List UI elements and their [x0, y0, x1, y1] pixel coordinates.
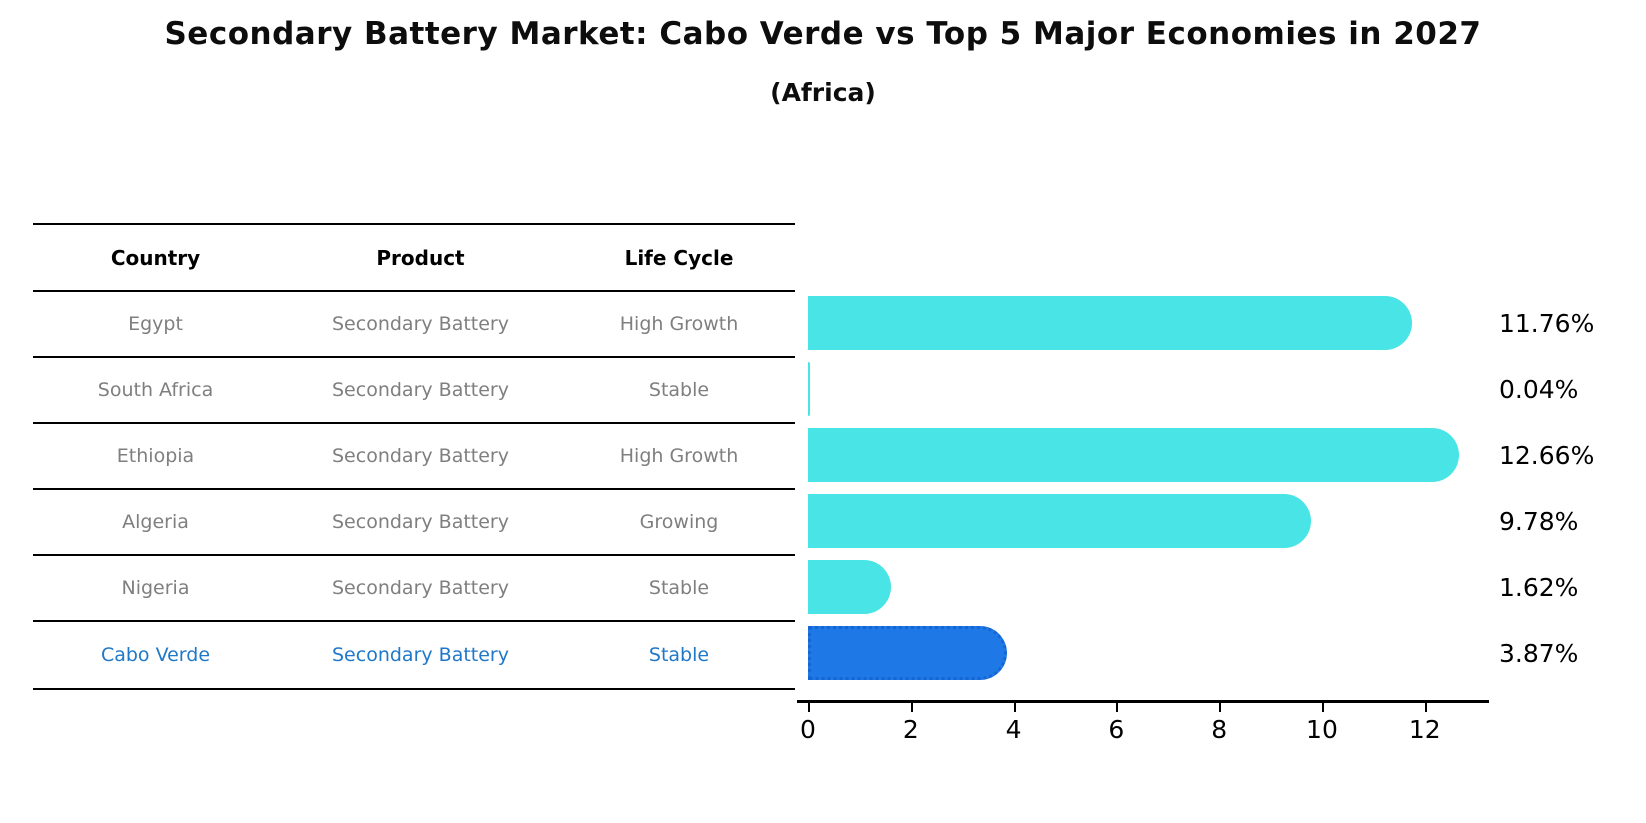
bar-track — [808, 560, 1489, 614]
x-axis-tick-label: 6 — [1108, 715, 1125, 744]
cell-country: Egypt — [128, 313, 183, 335]
cell-product: Secondary Battery — [332, 313, 509, 335]
bar-row-cabo-verde: 3.87% — [808, 620, 1594, 686]
cell-country: Cabo Verde — [100, 644, 211, 666]
x-axis: 0 2 4 6 8 10 12 — [797, 700, 1489, 748]
table-row-cabo-verde: Cabo Verde Secondary Battery Stable — [33, 620, 795, 690]
chart-title: Secondary Battery Market: Cabo Verde vs … — [164, 16, 1482, 52]
x-axis-tick-mark — [1013, 703, 1016, 712]
bar-row-ethiopia: 12.66% — [808, 422, 1594, 488]
cell-life-cycle: Stable — [648, 379, 710, 401]
bar-value-label: 11.76% — [1499, 308, 1595, 338]
bar-south-africa — [808, 362, 811, 416]
x-axis-tick-label: 4 — [1005, 715, 1022, 744]
bar-value-label: 12.66% — [1499, 440, 1595, 470]
x-axis-tick-mark — [808, 703, 810, 712]
x-axis-tick-mark — [1116, 703, 1119, 712]
cell-life-cycle: High Growth — [619, 445, 739, 467]
column-header-life-cycle: Life Cycle — [624, 245, 734, 270]
cell-country: Ethiopia — [116, 445, 195, 467]
table-header-row: Country Product Life Cycle — [33, 223, 795, 290]
cell-product: Secondary Battery — [332, 511, 509, 533]
x-axis-ticks: 0 2 4 6 8 10 12 — [800, 703, 1489, 748]
bar-value-label: 3.87% — [1499, 638, 1579, 668]
bar-value-label: 9.78% — [1499, 506, 1579, 536]
bar-track — [808, 626, 1489, 680]
x-axis-tick-label: 12 — [1408, 715, 1441, 744]
bar-track — [808, 494, 1489, 548]
table-row-ethiopia: Ethiopia Secondary Battery High Growth — [33, 422, 795, 488]
x-axis-tick-mark — [910, 703, 913, 712]
cell-life-cycle: Stable — [648, 577, 710, 599]
bar-track — [808, 296, 1489, 350]
cell-country: Algeria — [122, 511, 189, 533]
table-row-nigeria: Nigeria Secondary Battery Stable — [33, 554, 795, 620]
bar-value-label: 0.04% — [1499, 374, 1579, 404]
bar-value-label: 1.62% — [1499, 572, 1579, 602]
bar-row-nigeria: 1.62% — [808, 554, 1594, 620]
bar-algeria — [808, 494, 1311, 548]
x-axis-tick-label: 10 — [1306, 715, 1338, 744]
cell-life-cycle: High Growth — [619, 313, 739, 335]
bar-track — [808, 428, 1489, 482]
x-axis-tick-label: 2 — [902, 715, 919, 744]
bar-egypt — [808, 296, 1413, 350]
chart-subtitle: (Africa) — [770, 78, 876, 107]
cell-product: Secondary Battery — [332, 644, 509, 666]
cell-product: Secondary Battery — [332, 445, 509, 467]
column-header-product: Product — [376, 245, 465, 270]
bar-track — [808, 362, 1489, 416]
cell-life-cycle: Stable — [648, 644, 710, 666]
x-axis-tick-mark — [1321, 703, 1324, 712]
x-axis-tick-label: 8 — [1211, 715, 1228, 744]
cell-life-cycle: Growing — [639, 511, 719, 533]
cell-product: Secondary Battery — [332, 379, 509, 401]
bar-cabo-verde — [808, 626, 1007, 680]
bar-row-south-africa: 0.04% — [808, 356, 1594, 422]
cell-country: Nigeria — [121, 577, 190, 599]
table-row-algeria: Algeria Secondary Battery Growing — [33, 488, 795, 554]
table-row-south-africa: South Africa Secondary Battery Stable — [33, 356, 795, 422]
bar-chart: 11.76% 0.04% 12.66% 9.78% 1.62% 3.87% — [808, 290, 1594, 686]
country-table: Country Product Life Cycle Egypt Seconda… — [33, 223, 795, 690]
column-header-country: Country — [110, 245, 201, 270]
bar-row-egypt: 11.76% — [808, 290, 1594, 356]
x-axis-tick-mark — [1424, 703, 1427, 712]
bar-ethiopia — [808, 428, 1459, 482]
cell-product: Secondary Battery — [332, 577, 509, 599]
bar-nigeria — [808, 560, 892, 614]
table-row-egypt: Egypt Secondary Battery High Growth — [33, 290, 795, 356]
x-axis-tick-label: 0 — [800, 715, 816, 744]
x-axis-tick-mark — [1219, 703, 1222, 712]
cell-country: South Africa — [97, 379, 214, 401]
bar-row-algeria: 9.78% — [808, 488, 1594, 554]
